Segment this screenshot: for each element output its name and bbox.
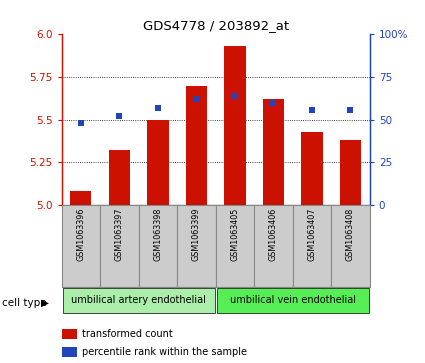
FancyBboxPatch shape — [100, 205, 139, 287]
Text: GSM1063398: GSM1063398 — [153, 208, 162, 261]
Point — [193, 97, 200, 102]
Text: GSM1063406: GSM1063406 — [269, 208, 278, 261]
FancyBboxPatch shape — [63, 288, 215, 313]
Bar — [224, 46, 246, 205]
Text: umbilical vein endothelial: umbilical vein endothelial — [230, 295, 356, 305]
Bar — [147, 120, 168, 205]
Title: GDS4778 / 203892_at: GDS4778 / 203892_at — [143, 19, 289, 32]
Text: umbilical artery endothelial: umbilical artery endothelial — [71, 295, 206, 305]
Point — [232, 93, 238, 99]
Text: transformed count: transformed count — [82, 329, 173, 339]
Bar — [70, 191, 91, 205]
Point — [116, 114, 123, 119]
Text: GSM1063397: GSM1063397 — [115, 208, 124, 261]
Text: GSM1063407: GSM1063407 — [307, 208, 317, 261]
Point — [347, 107, 354, 113]
Point — [309, 107, 315, 113]
Bar — [301, 132, 323, 205]
Bar — [109, 151, 130, 205]
FancyBboxPatch shape — [254, 205, 293, 287]
Bar — [186, 86, 207, 205]
Point — [270, 100, 277, 106]
FancyBboxPatch shape — [215, 205, 254, 287]
FancyBboxPatch shape — [177, 205, 215, 287]
Bar — [263, 99, 284, 205]
Text: cell type: cell type — [2, 298, 47, 308]
Text: percentile rank within the sample: percentile rank within the sample — [82, 347, 247, 357]
FancyBboxPatch shape — [139, 205, 177, 287]
Bar — [340, 140, 361, 205]
FancyBboxPatch shape — [293, 205, 331, 287]
FancyBboxPatch shape — [217, 288, 368, 313]
FancyBboxPatch shape — [62, 205, 100, 287]
Point — [77, 120, 84, 126]
Text: GSM1063399: GSM1063399 — [192, 208, 201, 261]
Point — [155, 105, 162, 111]
FancyBboxPatch shape — [331, 205, 370, 287]
Text: GSM1063396: GSM1063396 — [76, 208, 85, 261]
Text: GSM1063405: GSM1063405 — [230, 208, 239, 261]
Text: ▶: ▶ — [41, 298, 48, 308]
Text: GSM1063408: GSM1063408 — [346, 208, 355, 261]
